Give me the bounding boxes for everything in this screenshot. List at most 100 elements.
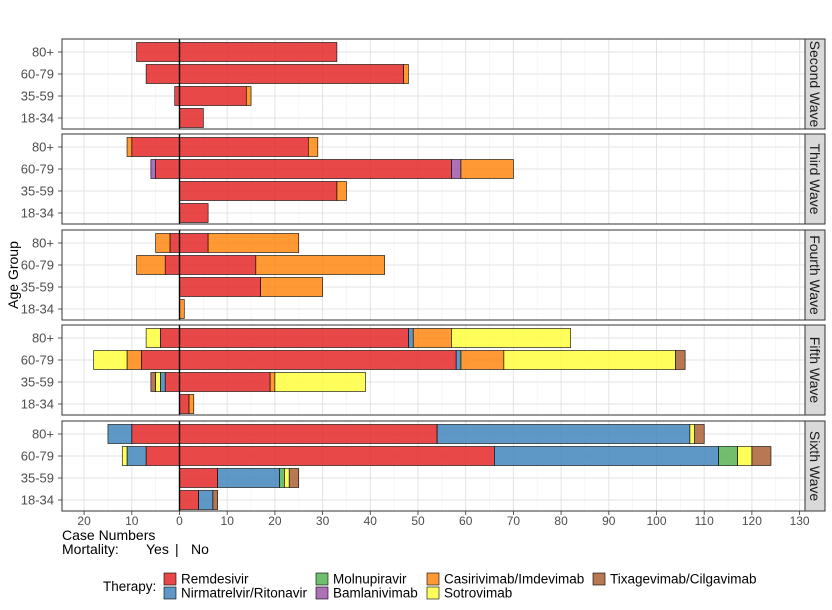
bar-no-nirmatrelvir-ritonavir <box>217 468 280 488</box>
mortality-label-no: No <box>191 541 209 557</box>
bar-yes-bamlanivimab <box>150 159 156 179</box>
bar-yes-remdesivir <box>174 86 180 106</box>
bar-yes-remdesivir <box>164 255 180 275</box>
bar-yes-remdesivir <box>136 42 180 62</box>
bar-no-remdesivir <box>179 328 409 348</box>
legend-label: Nirmatrelvir/Ritonavir <box>181 586 308 601</box>
y-tick-label: 60-79 <box>21 258 54 273</box>
legend-item-tixagevimab-cilgavimab: Tixagevimab/Cilgavimab <box>592 572 757 587</box>
bar-no-tixagevimab-cilgavimab <box>694 424 705 444</box>
y-tick-label: 18-34 <box>21 302 54 317</box>
bar-no-nirmatrelvir-ritonavir <box>408 328 414 348</box>
bar-no-casirivimab-imdevimab <box>179 299 185 319</box>
x-tick-label: 100 <box>646 514 666 528</box>
bar-no-casirivimab-imdevimab <box>460 350 505 370</box>
bar-no-nirmatrelvir-ritonavir <box>455 350 462 370</box>
bar-yes-remdesivir <box>160 328 180 348</box>
facet-strip-label: Fifth Wave <box>807 337 823 404</box>
bar-yes-casirivimab-imdevimab <box>136 255 166 275</box>
y-tick-label: 60-79 <box>21 449 54 464</box>
legend-item-remdesivir: Remdesivir <box>163 572 249 587</box>
y-tick-label: 35-59 <box>21 280 54 295</box>
facet-strip <box>804 324 826 416</box>
legend-swatch <box>315 572 329 586</box>
bar-no-remdesivir <box>179 137 309 157</box>
bar-no-remdesivir <box>179 372 271 392</box>
bar-yes-casirivimab-imdevimab <box>126 137 133 157</box>
bar-no-sotrovimab <box>737 446 753 466</box>
bar-yes-nirmatrelvir-ritonavir <box>160 372 166 392</box>
y-tick-label: 18-34 <box>21 397 54 412</box>
bar-no-tixagevimab-cilgavimab <box>288 468 300 488</box>
bar-no-remdesivir <box>179 468 218 488</box>
y-tick-label: 80+ <box>32 140 54 155</box>
legend-item-casirivimab-imdevimab: Casirivimab/Imdevimab <box>426 572 584 587</box>
bar-no-casirivimab-imdevimab <box>269 372 276 392</box>
bar-no-remdesivir <box>179 394 190 414</box>
bar-no-remdesivir <box>179 108 204 128</box>
mortality-label-: | <box>175 541 179 557</box>
bar-no-sotrovimab <box>274 372 366 392</box>
y-tick-label: 35-59 <box>21 184 54 199</box>
facet-strip <box>804 420 826 512</box>
panel-sixth-wave: 80+ 60-79 35-59 18-34 Sixth Wave <box>21 420 826 512</box>
bar-no-remdesivir <box>179 277 261 297</box>
bar-yes-remdesivir <box>155 159 180 179</box>
bar-yes-remdesivir <box>131 424 180 444</box>
x-tick-label: 90 <box>602 514 616 528</box>
bar-no-remdesivir <box>179 181 338 201</box>
x-tick-label: 0 <box>176 514 183 528</box>
bar-no-sotrovimab <box>451 328 571 348</box>
y-tick-label: 80+ <box>32 45 54 60</box>
legend-label: Remdesivir <box>181 572 249 587</box>
bar-no-remdesivir <box>179 233 209 253</box>
y-axis-title: Age Group <box>5 241 21 309</box>
y-tick-label: 60-79 <box>21 353 54 368</box>
bar-no-remdesivir <box>179 255 257 275</box>
legend-swatch <box>315 586 329 600</box>
x-tick-label: 20 <box>268 514 282 528</box>
x-tick-label: 10 <box>125 514 139 528</box>
x-tick-label: 50 <box>411 514 425 528</box>
y-tick-label: 60-79 <box>21 162 54 177</box>
bar-no-casirivimab-imdevimab <box>336 181 347 201</box>
x-tick-label: 70 <box>507 514 521 528</box>
bar-no-casirivimab-imdevimab <box>255 255 385 275</box>
bar-yes-remdesivir <box>141 350 180 370</box>
legend-swatch <box>163 572 177 586</box>
bar-yes-sotrovimab <box>121 446 128 466</box>
bar-no-remdesivir <box>179 446 495 466</box>
x-tick-label: 40 <box>364 514 378 528</box>
bar-no-bamlanivimab <box>451 159 462 179</box>
x-tick-label: 120 <box>742 514 762 528</box>
bar-no-nirmatrelvir-ritonavir <box>436 424 691 444</box>
bar-yes-casirivimab-imdevimab <box>155 233 171 253</box>
facet-strip <box>804 133 826 225</box>
y-tick-label: 18-34 <box>21 111 54 126</box>
mortality-label-yes: Yes <box>146 541 169 557</box>
bar-yes-remdesivir <box>169 233 180 253</box>
bar-no-remdesivir <box>179 424 438 444</box>
bar-yes-casirivimab-imdevimab <box>126 350 142 370</box>
x-tick-label: 20 <box>77 514 91 528</box>
x-tick-label: 60 <box>459 514 473 528</box>
y-tick-label: 35-59 <box>21 89 54 104</box>
facet-strip-label: Sixth Wave <box>807 431 823 501</box>
bar-no-casirivimab-imdevimab <box>260 277 323 297</box>
bar-no-sotrovimab <box>284 468 290 488</box>
x-tick-label: 130 <box>790 514 810 528</box>
x-axis-title: Case Numbers <box>62 527 155 543</box>
bar-yes-remdesivir <box>145 64 180 84</box>
bar-no-casirivimab-imdevimab <box>207 233 300 253</box>
legend-label: Bamlanivimab <box>333 586 418 601</box>
bar-no-tixagevimab-cilgavimab <box>675 350 686 370</box>
bar-yes-sotrovimab <box>145 328 161 348</box>
x-tick-label: 110 <box>695 514 714 528</box>
y-tick-label: 18-34 <box>21 206 54 221</box>
bar-no-sotrovimab <box>503 350 676 370</box>
bar-no-remdesivir <box>179 64 404 84</box>
bar-no-nirmatrelvir-ritonavir <box>198 490 214 510</box>
panel-third-wave: 80+ 60-79 35-59 18-34 Third Wave <box>21 133 826 225</box>
legend-swatch <box>163 586 177 600</box>
